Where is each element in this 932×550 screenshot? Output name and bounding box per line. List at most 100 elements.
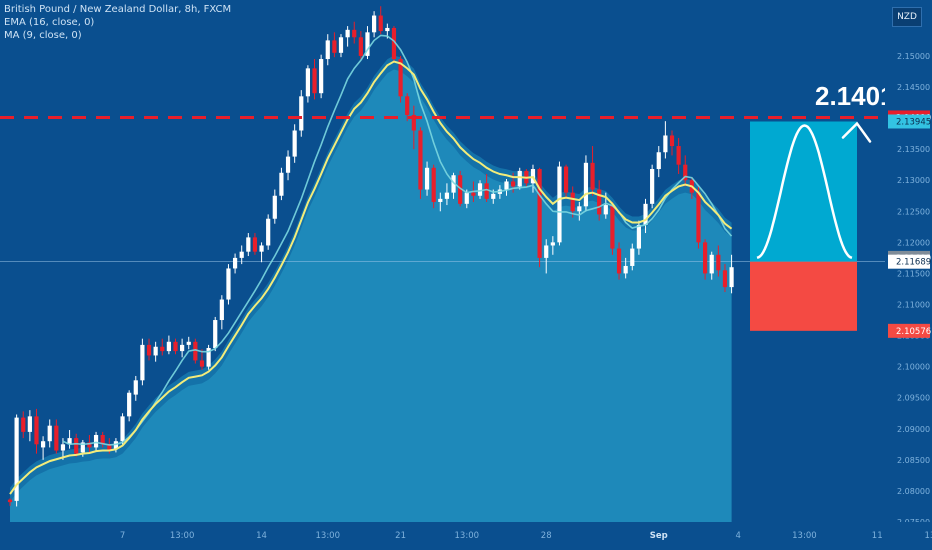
candle-body <box>603 205 608 215</box>
candle <box>74 433 79 457</box>
candle-body <box>431 167 436 202</box>
candle-body <box>332 40 337 53</box>
candle <box>27 410 32 442</box>
ema-indicator-label[interactable]: EMA (16, close, 0) <box>4 17 95 28</box>
candle-body <box>424 167 430 190</box>
candle <box>252 233 258 255</box>
x-tick-label: 7 <box>120 531 125 541</box>
candle-body <box>27 416 32 432</box>
candle <box>186 336 191 350</box>
candle-body <box>146 344 152 356</box>
candle <box>226 264 231 305</box>
candle-body <box>378 15 383 32</box>
candle-body <box>133 380 138 395</box>
candle-body <box>74 438 79 454</box>
x-tick-label: 28 <box>541 531 552 541</box>
candle-body <box>683 164 688 181</box>
candle-body <box>166 341 171 352</box>
candle-body <box>305 68 310 97</box>
candle <box>193 338 198 364</box>
candle-body <box>7 499 13 503</box>
candle-body <box>444 192 450 199</box>
x-tick-label: 13:00 <box>455 531 480 541</box>
candle <box>709 251 714 280</box>
candle-body <box>729 267 734 288</box>
candle <box>259 242 264 263</box>
candle <box>153 341 158 362</box>
x-tick-label: 13:00 <box>925 531 932 541</box>
candle <box>544 239 549 274</box>
candle <box>418 127 423 199</box>
candle <box>378 6 383 35</box>
currency-badge[interactable]: NZD <box>892 7 922 27</box>
candle-body <box>484 183 489 199</box>
candle-body <box>246 237 251 252</box>
candle-body <box>100 435 105 445</box>
candle-body <box>616 248 622 274</box>
candle <box>444 183 450 206</box>
candle-body <box>325 40 330 60</box>
x-tick-label: 13:00 <box>792 531 817 541</box>
candle <box>285 150 291 181</box>
candle <box>173 338 178 355</box>
candle <box>279 167 284 201</box>
candle-body <box>623 265 628 274</box>
candle-body <box>140 344 145 381</box>
candle <box>517 167 522 190</box>
candle <box>663 121 668 159</box>
candle-body <box>696 192 701 243</box>
candle <box>127 390 132 422</box>
candle-body <box>610 205 615 249</box>
stop-box <box>750 261 857 331</box>
candle <box>597 180 602 221</box>
candle <box>232 253 238 274</box>
symbol-title[interactable]: British Pound / New Zealand Dollar, 8h, … <box>4 4 232 15</box>
candle <box>669 130 675 156</box>
projection-curve <box>756 124 853 259</box>
ma-indicator-label[interactable]: MA (9, close, 0) <box>4 30 82 41</box>
candle-body <box>676 146 681 165</box>
candle <box>93 431 99 451</box>
candle <box>206 344 211 370</box>
candle <box>484 174 489 202</box>
price-area-inner <box>10 69 732 523</box>
candle <box>213 316 218 352</box>
y-tick-label: 2.08500 <box>897 456 930 465</box>
candle-body <box>312 68 317 94</box>
candle <box>616 242 622 280</box>
candle-body <box>358 37 363 56</box>
candle-body <box>630 248 635 266</box>
candle-body <box>87 442 92 448</box>
candle <box>570 186 575 218</box>
y-tick-label: 2.14500 <box>897 83 930 92</box>
candle <box>67 430 72 449</box>
candle <box>623 257 628 279</box>
candle-body <box>544 245 549 258</box>
candle-body <box>703 242 708 274</box>
candle-body <box>583 162 589 207</box>
candle-body <box>570 192 575 212</box>
candle-body <box>464 192 469 204</box>
y-tick-label: 2.15000 <box>897 52 930 61</box>
candle <box>120 413 125 445</box>
candle <box>219 295 224 330</box>
candle <box>146 338 152 361</box>
time-axis <box>0 522 932 550</box>
candle-body <box>107 444 112 451</box>
candle <box>563 164 569 199</box>
candle-body <box>21 417 26 432</box>
candle-body <box>716 254 721 271</box>
candle-body <box>80 442 85 453</box>
candle <box>477 180 483 199</box>
y-tick-label: 2.12000 <box>897 238 930 247</box>
candle <box>34 408 39 454</box>
candle-body <box>391 27 397 60</box>
candle-body <box>173 341 178 352</box>
candle <box>703 239 708 280</box>
candle-body <box>180 344 185 352</box>
candle-body <box>232 257 238 269</box>
candle-body <box>352 29 357 38</box>
candle <box>299 90 304 137</box>
candle <box>332 32 337 58</box>
